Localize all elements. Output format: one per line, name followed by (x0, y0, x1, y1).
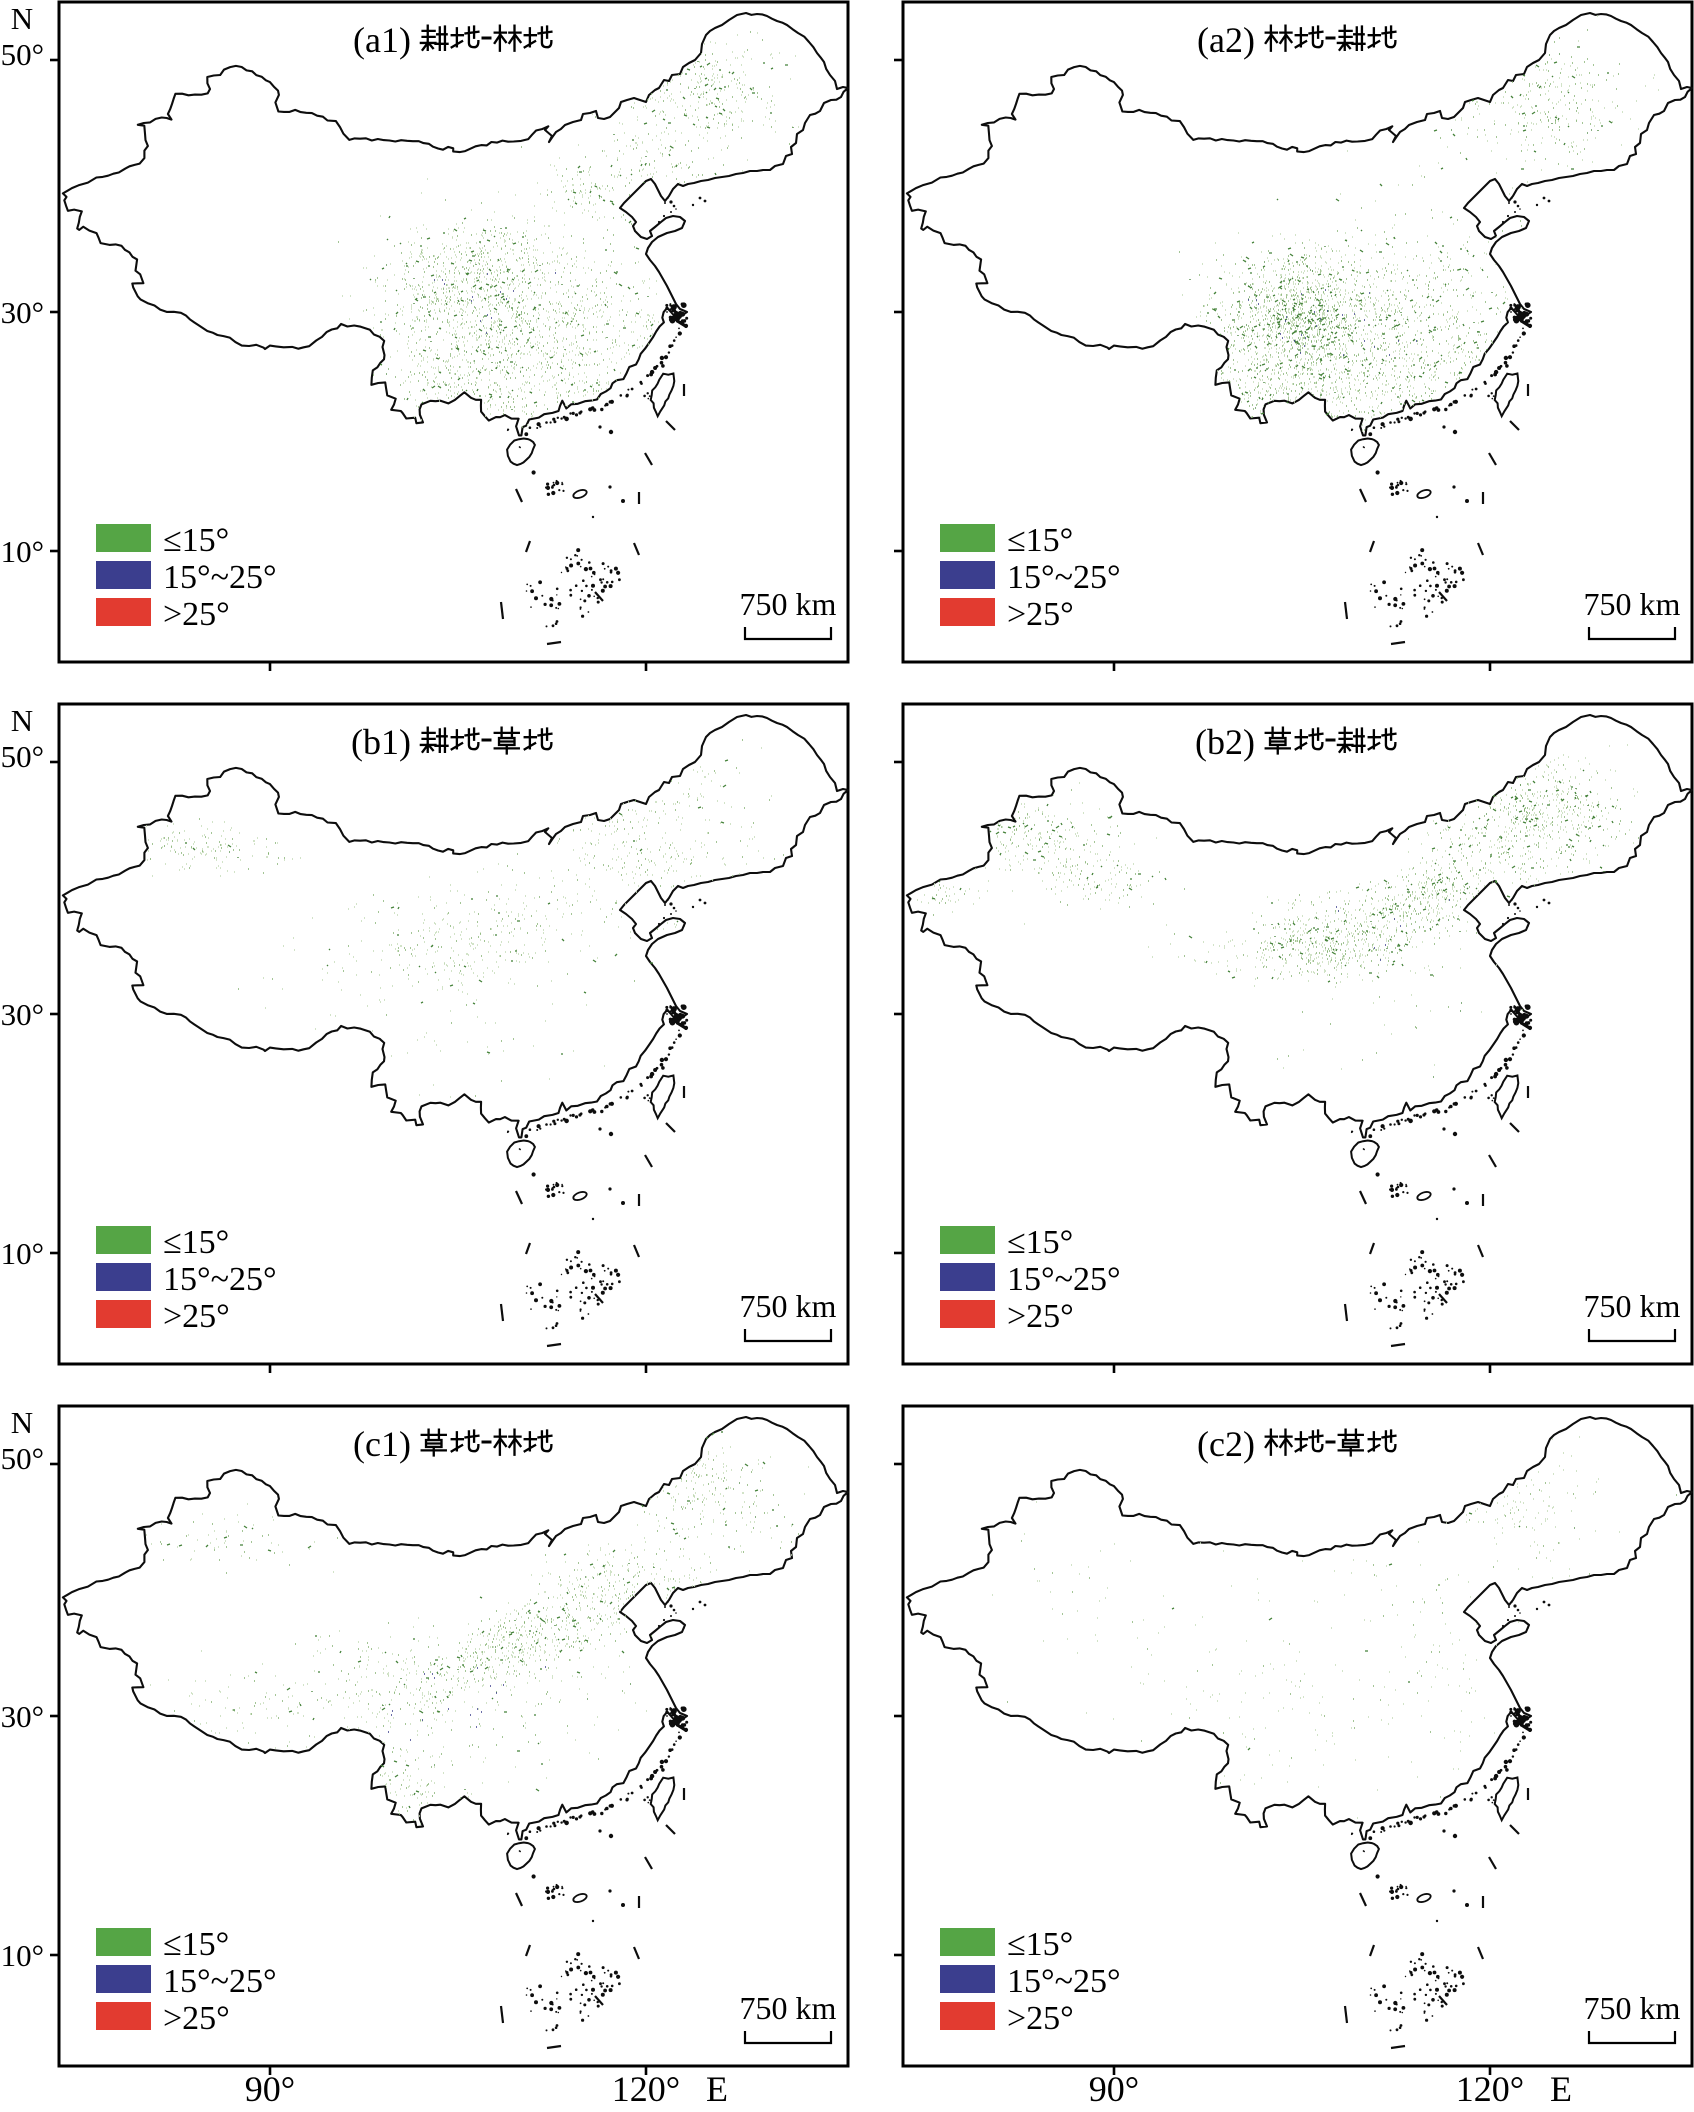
svg-text:15°~25°: 15°~25° (1007, 559, 1121, 596)
svg-text:750 km: 750 km (740, 1990, 837, 2026)
svg-text:N: N (11, 1, 33, 36)
svg-text:15°~25°: 15°~25° (163, 1963, 277, 2000)
svg-text:120°: 120° (612, 2069, 680, 2107)
svg-text:≤15°: ≤15° (163, 1926, 229, 1963)
svg-text:90°: 90° (245, 2069, 295, 2107)
svg-text:≤15°: ≤15° (163, 522, 229, 559)
svg-text:50°: 50° (1, 1441, 44, 1476)
svg-text:≤15°: ≤15° (1007, 1926, 1073, 1963)
svg-text:50°: 50° (1, 739, 44, 774)
svg-text:15°~25°: 15°~25° (1007, 1963, 1121, 2000)
svg-text:30°: 30° (1, 1699, 44, 1734)
svg-text:≤15°: ≤15° (163, 1224, 229, 1261)
svg-text:750 km: 750 km (1584, 1990, 1681, 2026)
svg-text:10°: 10° (1, 1236, 44, 1271)
svg-text:>25°: >25° (1007, 2000, 1074, 2037)
svg-text:(a1): (a1) (353, 20, 411, 60)
svg-text:750 km: 750 km (1584, 1288, 1681, 1324)
svg-text:>25°: >25° (1007, 1298, 1074, 1335)
svg-text:750 km: 750 km (1584, 586, 1681, 622)
svg-text:E: E (706, 2069, 728, 2107)
svg-text:N: N (11, 703, 33, 738)
svg-text:10°: 10° (1, 1938, 44, 1973)
svg-text:30°: 30° (1, 997, 44, 1032)
svg-text:50°: 50° (1, 37, 44, 72)
svg-text:90°: 90° (1089, 2069, 1139, 2107)
svg-text:>25°: >25° (163, 1298, 230, 1335)
svg-text:10°: 10° (1, 534, 44, 569)
svg-text:120°: 120° (1456, 2069, 1524, 2107)
svg-text:15°~25°: 15°~25° (163, 1261, 277, 1298)
svg-text:≤15°: ≤15° (1007, 1224, 1073, 1261)
svg-text:750 km: 750 km (740, 586, 837, 622)
svg-text:N: N (11, 1405, 33, 1440)
svg-text:30°: 30° (1, 295, 44, 330)
svg-text:E: E (1550, 2069, 1572, 2107)
svg-text:(c1): (c1) (353, 1424, 411, 1464)
svg-text:750 km: 750 km (740, 1288, 837, 1324)
svg-text:>25°: >25° (1007, 596, 1074, 633)
svg-text:≤15°: ≤15° (1007, 522, 1073, 559)
svg-text:(a2): (a2) (1197, 20, 1255, 60)
svg-text:>25°: >25° (163, 596, 230, 633)
svg-text:(b2): (b2) (1195, 722, 1255, 762)
svg-text:(b1): (b1) (351, 722, 411, 762)
svg-text:15°~25°: 15°~25° (1007, 1261, 1121, 1298)
svg-text:>25°: >25° (163, 2000, 230, 2037)
svg-text:(c2): (c2) (1197, 1424, 1255, 1464)
svg-text:15°~25°: 15°~25° (163, 559, 277, 596)
